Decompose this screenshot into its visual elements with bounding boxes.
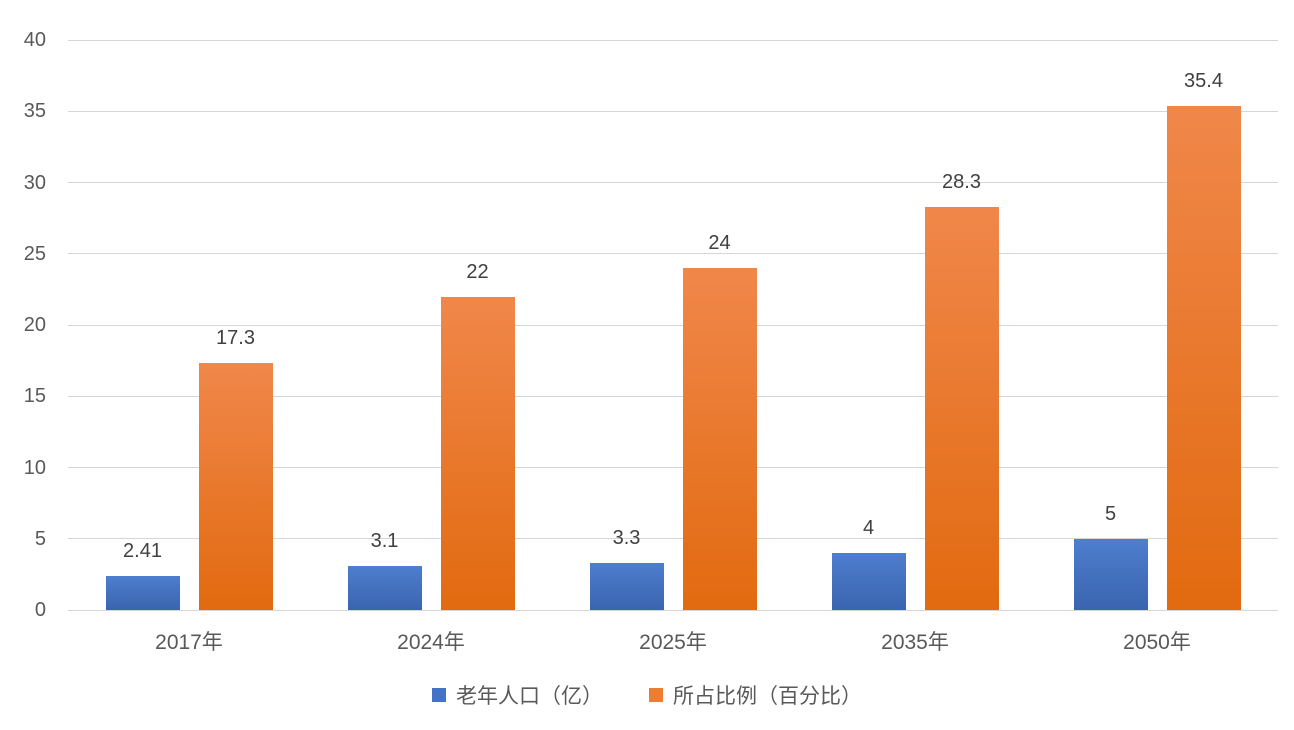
data-label: 3.3 (612, 526, 641, 549)
bar-series1 (589, 562, 664, 610)
legend-label: 老年人口（亿） (456, 685, 603, 708)
category-label: 2024年 (397, 631, 465, 654)
data-label: 5 (1104, 502, 1117, 525)
x-axis: 2017年 2024年 2025年 2035年 2050年 (68, 610, 1278, 656)
y-tick-label: 5 (34, 527, 46, 550)
y-tick-label: 35 (23, 100, 46, 123)
gridline (68, 609, 1278, 611)
bar-series2 (198, 363, 273, 610)
gridline (68, 253, 1278, 255)
category-label: 2017年 (155, 631, 223, 654)
bar-group: 2.41 17.3 (68, 40, 310, 610)
legend-swatch-icon (649, 688, 663, 702)
y-tick-label: 0 (34, 599, 46, 621)
gridline (68, 110, 1278, 112)
y-tick-label: 40 (23, 29, 46, 51)
data-label: 2.41 (123, 539, 162, 562)
data-label: 22 (466, 260, 489, 283)
bar-series2 (924, 206, 999, 610)
y-tick-label: 15 (23, 385, 46, 408)
gridline (68, 324, 1278, 326)
bar-series2 (682, 268, 757, 610)
legend: 老年人口（亿） 所占比例（百分比） (0, 680, 1294, 710)
data-label: 35.4 (1184, 69, 1223, 92)
legend-item: 老年人口（亿） (432, 680, 603, 710)
bar-group: 3.1 22 (310, 40, 552, 610)
y-tick-label: 30 (23, 171, 46, 194)
data-label: 4 (862, 517, 875, 539)
y-tick-label: 25 (23, 242, 46, 265)
legend-label: 所占比例（百分比） (673, 685, 862, 708)
bar-group: 3.3 24 (552, 40, 794, 610)
bar-group: 5 35.4 (1036, 40, 1278, 610)
category-label: 2050年 (1123, 631, 1191, 654)
legend-item: 所占比例（百分比） (649, 680, 862, 710)
gridline (68, 395, 1278, 397)
bar-group: 4 28.3 (794, 40, 1036, 610)
bar-series2 (440, 296, 515, 610)
gridline (68, 182, 1278, 183)
data-label: 3.1 (370, 529, 399, 552)
y-axis: 0 5 10 15 20 25 30 35 40 (0, 29, 46, 621)
plot-area: 2.41 17.3 3.1 22 3.3 24 4 28.3 5 35.4 (68, 39, 1278, 611)
bar-series1 (347, 565, 422, 610)
bar-series1 (831, 553, 906, 610)
bar-series1 (105, 575, 180, 610)
data-label: 17.3 (216, 327, 255, 350)
legend-swatch-icon (432, 688, 446, 702)
data-label: 28.3 (942, 170, 981, 193)
data-label: 24 (708, 232, 731, 254)
gridline (68, 467, 1278, 468)
y-tick-label: 10 (23, 456, 46, 479)
gridline (68, 538, 1278, 540)
y-tick-label: 20 (23, 314, 46, 336)
category-label: 2035年 (881, 631, 949, 654)
bar-series1 (1073, 538, 1148, 610)
category-label: 2025年 (639, 631, 707, 654)
bar-series2 (1166, 105, 1241, 610)
gridline (68, 39, 1278, 41)
